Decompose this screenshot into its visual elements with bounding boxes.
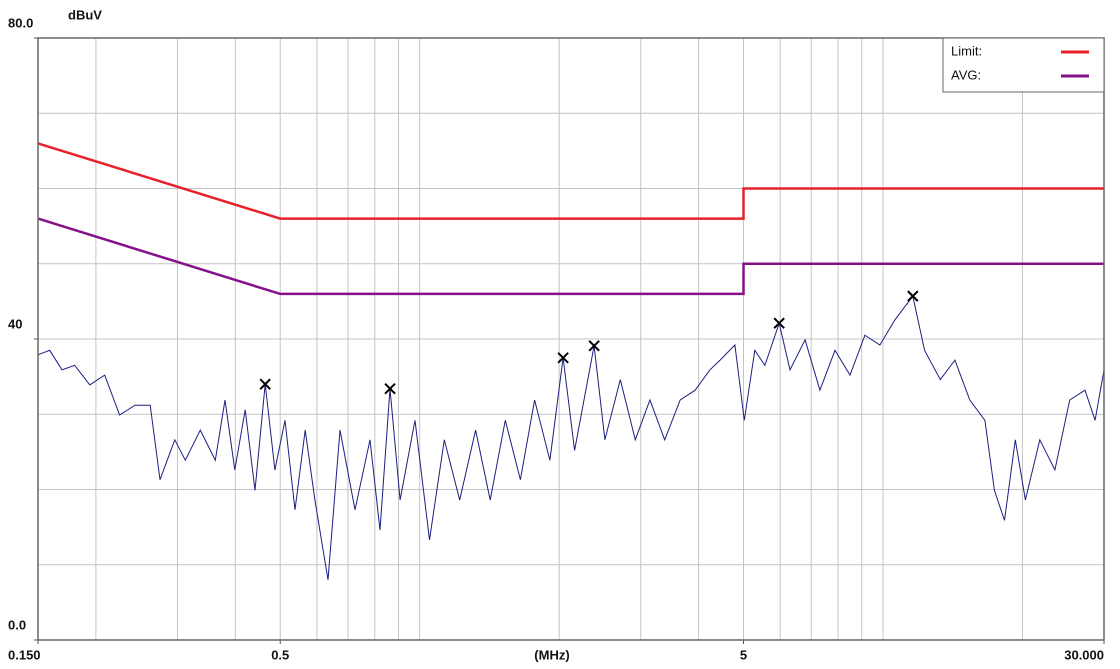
peak-marker bbox=[773, 317, 785, 329]
legend-box bbox=[942, 37, 1105, 93]
plot-border bbox=[37, 37, 1105, 641]
peak-marker bbox=[384, 382, 396, 395]
y-tick-label: 40 bbox=[8, 316, 22, 331]
y-tick-label: 80.0 bbox=[8, 15, 33, 30]
legend-label: Limit: bbox=[951, 43, 982, 58]
y-tick-label: 0.0 bbox=[8, 617, 26, 632]
x-tick-label: 0.5 bbox=[271, 647, 289, 662]
limit-line bbox=[37, 142, 1104, 220]
x-tick-label: 30.000 bbox=[1064, 647, 1104, 662]
peak-marker bbox=[557, 352, 569, 364]
measurement-trace bbox=[37, 294, 1105, 580]
peak-marker bbox=[907, 290, 919, 302]
y-unit: dBuV bbox=[68, 7, 102, 22]
peak-marker bbox=[588, 340, 600, 352]
limit-line bbox=[37, 217, 1104, 296]
x-axis-label: (MHz) bbox=[534, 647, 569, 662]
peak-marker bbox=[259, 378, 271, 390]
legend-label: AVG: bbox=[951, 67, 981, 82]
x-tick-label: 0.150 bbox=[8, 647, 41, 662]
x-tick-label: 5 bbox=[740, 647, 747, 662]
